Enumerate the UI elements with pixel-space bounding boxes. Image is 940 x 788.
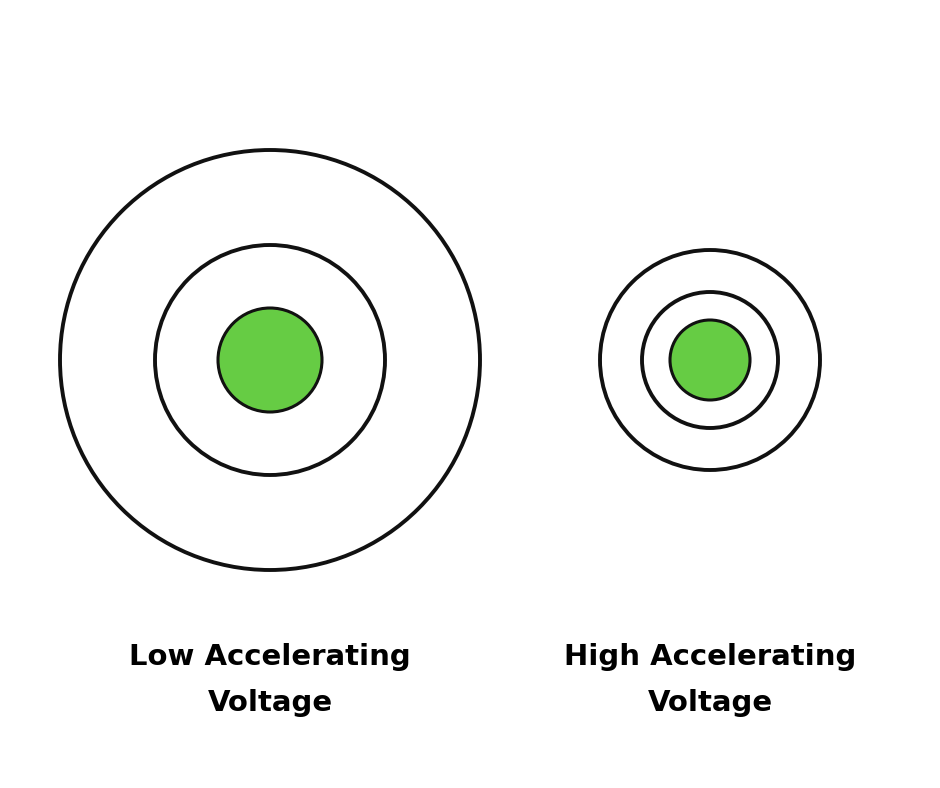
Circle shape [60,150,480,570]
Circle shape [600,250,820,470]
Text: High Accelerating
Voltage: High Accelerating Voltage [564,643,856,717]
Circle shape [642,292,778,428]
Circle shape [218,308,322,412]
Circle shape [155,245,385,475]
Text: Low Accelerating
Voltage: Low Accelerating Voltage [129,643,411,717]
Circle shape [670,320,750,400]
